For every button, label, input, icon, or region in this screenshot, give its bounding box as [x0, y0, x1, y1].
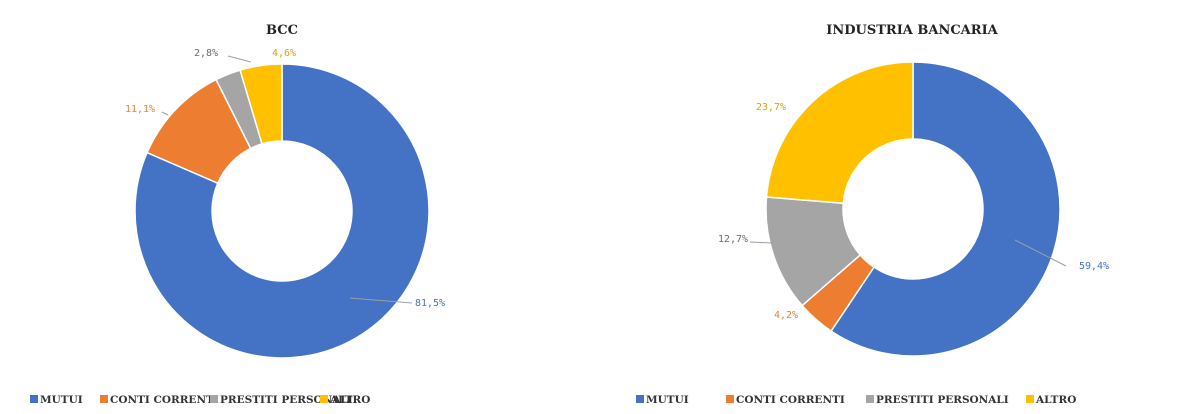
chart-industria-bancaria: INDUSTRIA BANCARIA 59,4% 4,2% 12,7% 23,7% M… [636, 23, 1109, 406]
legend-item-conti-correnti: CONTI CORRENTI [100, 394, 219, 406]
legend-label: MUTUI [40, 394, 83, 406]
slice-altro [239, 63, 283, 145]
legend-swatch [636, 395, 644, 403]
data-label-conti-correnti: 4,2% [774, 310, 798, 321]
legend-item-altro: ALTRO [1026, 394, 1076, 406]
legend-label: ALTRO [1035, 394, 1076, 406]
legend-item-altro: ALTRO [320, 394, 370, 406]
leader-line [227, 55, 252, 63]
data-label-prestiti-personali: 12,7% [718, 234, 748, 245]
chart-bcc: BCC 81,5% 11,1% 2,8% 4,6% MUTUI CONTI CORREN… [30, 23, 445, 406]
legend-label: CONTI CORRENTI [736, 394, 845, 406]
data-label-altro: 23,7% [756, 102, 786, 113]
legend-swatch [30, 395, 38, 403]
legend-swatch [100, 395, 108, 403]
legend-item-prestiti-personali: PRESTITI PERSONALI [866, 394, 1009, 406]
legend-swatch [726, 395, 734, 403]
slice-altro [765, 61, 914, 205]
slice-mutui [830, 61, 1061, 357]
legend-item-mutui: MUTUI [30, 394, 83, 406]
legend-swatch [866, 395, 874, 403]
legend-item-conti-correnti: CONTI CORRENTI [726, 394, 845, 406]
chart-title: BCC [266, 23, 298, 38]
legend-swatch [1026, 395, 1034, 403]
data-label-mutui: 59,4% [1079, 261, 1109, 272]
legend-label: ALTRO [329, 394, 370, 406]
data-label-conti-correnti: 11,1% [125, 104, 155, 115]
legend-item-prestiti-personali: PRESTITI PERSONALI [210, 394, 353, 406]
slice-mutui [134, 63, 430, 359]
leader-line [749, 241, 773, 244]
legend: MUTUI CONTI CORRENTI PRESTITI PERSONALI ALT… [636, 394, 1076, 406]
legend-label: CONTI CORRENTI [110, 394, 219, 406]
leader-line [1014, 239, 1067, 267]
legend-swatch [320, 395, 328, 403]
data-label-altro: 4,6% [272, 48, 296, 59]
leader-line [349, 297, 413, 304]
legend-label: MUTUI [646, 394, 689, 406]
legend-label: PRESTITI PERSONALI [876, 394, 1009, 406]
data-label-prestiti-personali: 2,8% [194, 48, 218, 59]
chart-title: INDUSTRIA BANCARIA [826, 23, 998, 38]
legend-item-mutui: MUTUI [636, 394, 689, 406]
data-label-mutui: 81,5% [415, 298, 445, 309]
leader-line [161, 111, 169, 116]
legend-label: PRESTITI PERSONALI [220, 394, 353, 406]
legend-swatch [210, 395, 218, 403]
